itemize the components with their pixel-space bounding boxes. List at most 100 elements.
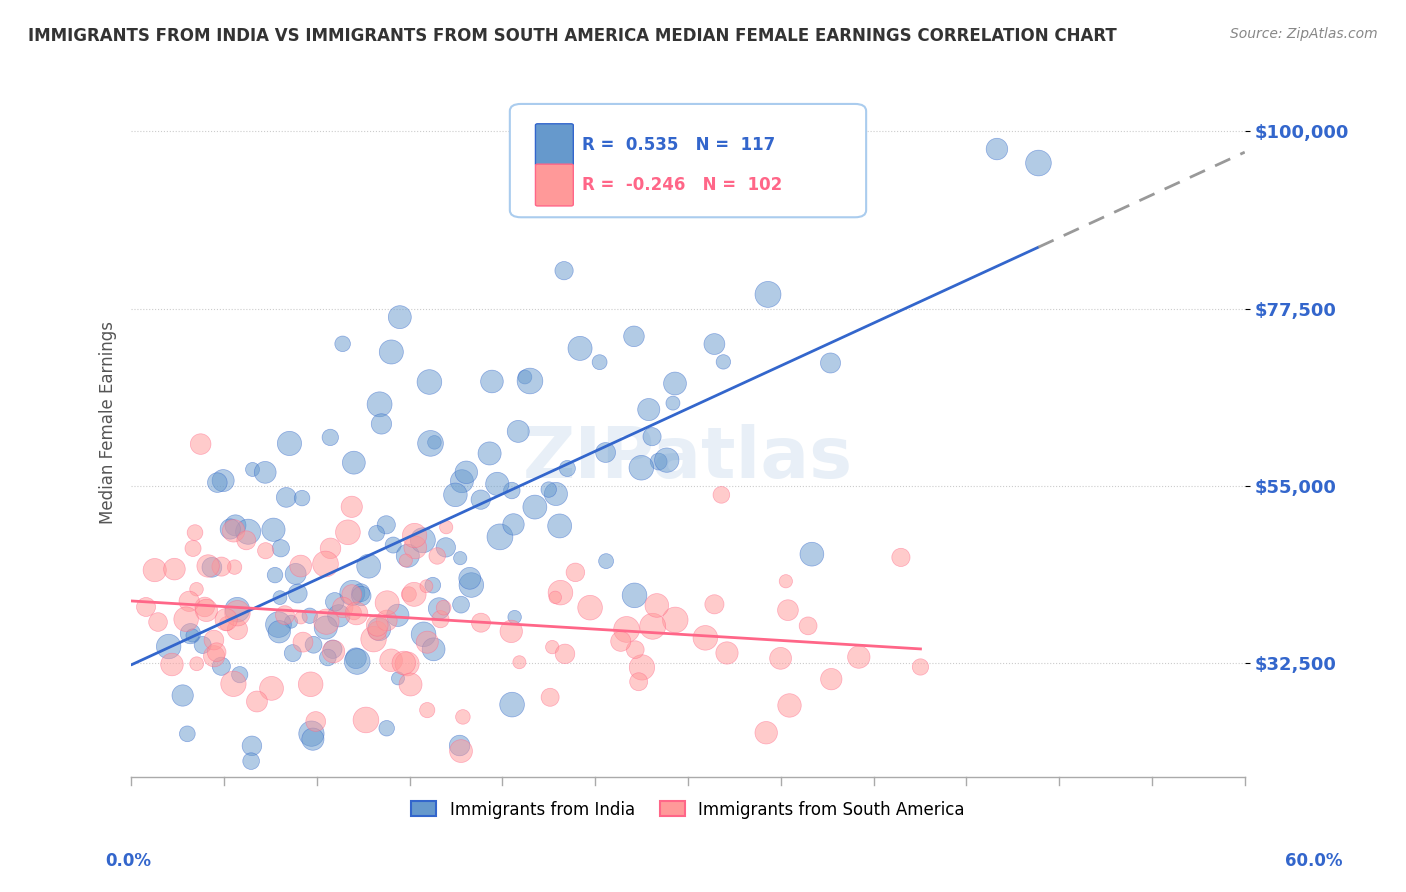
- Point: [284, 566, 307, 581]
- Point: [332, 336, 354, 351]
- Y-axis label: Median Female Earnings: Median Female Earnings: [100, 321, 117, 524]
- Point: [215, 616, 238, 631]
- Point: [229, 667, 252, 681]
- Point: [146, 615, 169, 629]
- Point: [202, 633, 225, 648]
- Point: [157, 640, 180, 654]
- Point: [433, 600, 456, 615]
- Point: [550, 585, 572, 599]
- Point: [222, 524, 245, 538]
- Point: [274, 608, 297, 623]
- Point: [630, 460, 652, 475]
- Point: [215, 613, 238, 627]
- Point: [404, 587, 426, 601]
- Point: [387, 608, 409, 623]
- Point: [176, 727, 198, 741]
- Point: [246, 694, 269, 708]
- Point: [375, 614, 398, 628]
- Point: [181, 541, 204, 556]
- Point: [323, 595, 346, 609]
- Point: [269, 591, 291, 605]
- Point: [486, 476, 509, 491]
- Point: [404, 541, 426, 555]
- Point: [135, 599, 157, 614]
- Point: [262, 523, 284, 537]
- Point: [627, 674, 650, 689]
- Point: [501, 698, 523, 712]
- Point: [240, 754, 263, 768]
- Text: R =  0.535   N =  117: R = 0.535 N = 117: [582, 136, 776, 154]
- Point: [280, 615, 302, 629]
- Point: [363, 632, 385, 647]
- Point: [427, 601, 450, 615]
- Point: [470, 615, 492, 630]
- Point: [460, 578, 482, 592]
- Point: [184, 525, 207, 540]
- Point: [478, 446, 501, 460]
- Point: [388, 310, 411, 325]
- Point: [890, 550, 912, 565]
- Point: [800, 547, 823, 561]
- Point: [776, 603, 799, 617]
- Point: [623, 329, 645, 343]
- Point: [519, 374, 541, 388]
- Point: [429, 612, 451, 626]
- Point: [544, 487, 567, 501]
- Point: [202, 649, 225, 664]
- Point: [269, 624, 291, 639]
- Point: [541, 640, 564, 654]
- Point: [354, 713, 377, 727]
- Point: [236, 524, 259, 539]
- Point: [357, 559, 380, 574]
- Text: 60.0%: 60.0%: [1285, 852, 1343, 870]
- Point: [641, 619, 664, 633]
- Point: [412, 533, 434, 548]
- Point: [316, 650, 339, 665]
- Point: [662, 396, 685, 410]
- Point: [703, 337, 725, 351]
- Point: [434, 520, 457, 534]
- Point: [207, 475, 229, 490]
- Point: [380, 653, 402, 667]
- Point: [501, 624, 523, 639]
- Point: [503, 610, 526, 624]
- Point: [624, 642, 647, 657]
- Point: [664, 613, 686, 627]
- Point: [641, 430, 664, 444]
- Point: [456, 465, 478, 479]
- Point: [254, 466, 277, 480]
- Point: [342, 586, 364, 600]
- Point: [470, 492, 492, 507]
- Point: [564, 566, 586, 580]
- Point: [392, 656, 415, 670]
- Point: [143, 563, 166, 577]
- Point: [755, 725, 778, 739]
- Point: [346, 607, 368, 621]
- Point: [343, 456, 366, 470]
- Point: [423, 435, 446, 450]
- Point: [174, 612, 197, 626]
- Point: [396, 657, 419, 671]
- Point: [986, 142, 1008, 156]
- Point: [302, 732, 325, 747]
- Point: [367, 624, 389, 638]
- Point: [508, 655, 530, 669]
- Point: [631, 660, 654, 674]
- Point: [299, 677, 322, 691]
- Point: [756, 287, 779, 301]
- Point: [375, 721, 398, 735]
- Point: [179, 626, 201, 640]
- Point: [350, 589, 373, 603]
- Point: [181, 628, 204, 642]
- Point: [346, 655, 368, 669]
- Point: [523, 500, 546, 514]
- Point: [450, 744, 472, 758]
- Point: [711, 355, 734, 369]
- Point: [226, 606, 249, 620]
- Point: [538, 690, 561, 705]
- Point: [610, 634, 633, 648]
- Point: [224, 518, 246, 533]
- Point: [315, 621, 337, 635]
- Point: [344, 651, 367, 665]
- Point: [623, 588, 645, 602]
